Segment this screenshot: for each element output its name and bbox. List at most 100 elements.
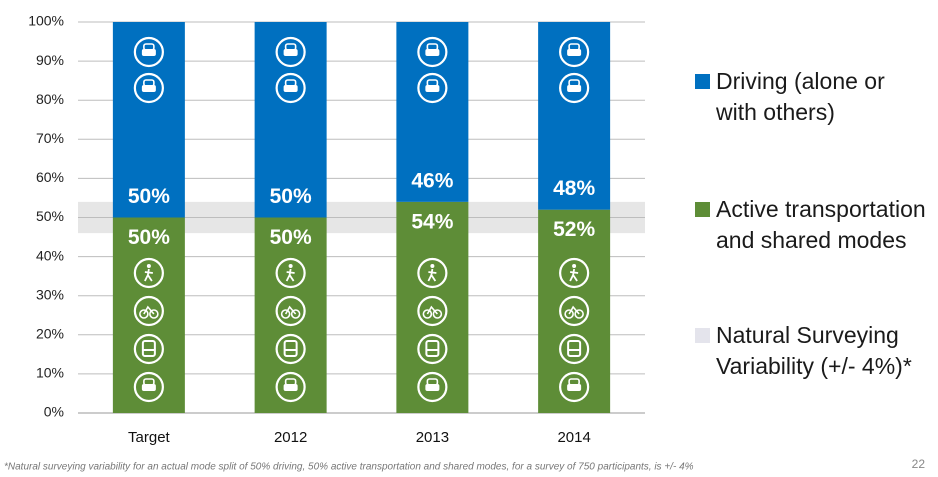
- legend-swatch: [695, 202, 710, 217]
- icon-shape: [567, 340, 582, 357]
- legend-label: Driving (alone or with others): [716, 68, 885, 125]
- icon-shape: [149, 309, 159, 319]
- data-label: 50%: [128, 185, 170, 208]
- mode-icon: [417, 371, 448, 403]
- icon-ring: [133, 72, 164, 104]
- icon-shape: [143, 79, 155, 87]
- legend-item: Active transportation and shared modes: [695, 194, 935, 256]
- data-label: 52%: [553, 218, 595, 241]
- icon-shape: [146, 264, 151, 268]
- icon-shape: [143, 43, 155, 51]
- icon-ring: [275, 333, 306, 365]
- icon-shape: [568, 43, 580, 51]
- icon-shape: [564, 309, 574, 319]
- mode-icon: [417, 36, 448, 68]
- icon-shape: [290, 309, 301, 319]
- icon-ring: [133, 257, 164, 289]
- icon-ring: [417, 295, 448, 327]
- bar-segment: [112, 217, 185, 413]
- icon-ring: [275, 371, 306, 403]
- mode-icon: [133, 36, 164, 68]
- icon-shape: [426, 43, 439, 51]
- bar-segment: [254, 217, 327, 413]
- mode-icon: [559, 295, 590, 327]
- footnote: *Natural surveying variability for an ac…: [4, 462, 694, 473]
- icon-shape: [427, 268, 437, 282]
- data-label: 50%: [270, 185, 312, 208]
- icon-shape: [569, 268, 579, 282]
- icon-ring: [559, 333, 590, 365]
- icon-shape: [143, 378, 155, 386]
- icon-ring: [275, 295, 306, 327]
- legend-label: Active transportation and shared modes: [716, 196, 926, 253]
- icon-ring: [417, 371, 448, 403]
- icon-shape: [144, 268, 153, 282]
- mode-icon: [275, 36, 306, 68]
- icon-shape: [426, 378, 439, 386]
- icon-ring: [559, 295, 590, 327]
- y-tick-label: 40%: [36, 247, 64, 263]
- y-tick-label: 20%: [36, 326, 64, 342]
- icon-shape: [143, 305, 155, 315]
- icon-shape: [426, 79, 439, 87]
- icon-ring: [133, 36, 164, 68]
- x-tick-label: Target: [128, 429, 171, 446]
- mode-icon: [133, 295, 164, 327]
- icon-shape: [283, 340, 298, 357]
- x-tick-label: 2014: [557, 429, 590, 446]
- mode-icon: [133, 257, 164, 289]
- mode-icon: [275, 257, 306, 289]
- mode-icon: [275, 295, 306, 327]
- icon-shape: [568, 305, 580, 315]
- icon-ring: [417, 257, 448, 289]
- icon-shape: [432, 309, 443, 319]
- y-tick-label: 80%: [36, 91, 64, 107]
- x-tick-label: 2013: [416, 429, 449, 446]
- icon-ring: [559, 36, 590, 68]
- mode-icon: [417, 72, 448, 104]
- y-tick-label: 90%: [36, 52, 64, 68]
- icon-ring: [133, 333, 164, 365]
- icon-shape: [284, 79, 297, 87]
- mode-icon: [559, 371, 590, 403]
- y-tick-label: 30%: [36, 286, 64, 302]
- y-tick-label: 10%: [36, 365, 64, 381]
- mode-icon: [275, 371, 306, 403]
- icon-ring: [275, 257, 306, 289]
- mode-icon: [275, 72, 306, 104]
- icon-ring: [417, 72, 448, 104]
- mode-icon: [559, 333, 590, 365]
- icon-shape: [426, 305, 438, 315]
- mode-icon: [275, 333, 306, 365]
- icon-shape: [568, 378, 580, 386]
- data-label: 46%: [411, 169, 453, 192]
- legend-swatch: [695, 74, 710, 89]
- icon-shape: [288, 264, 293, 268]
- icon-shape: [280, 309, 291, 319]
- mode-icon: [133, 72, 164, 104]
- mode-icon: [133, 371, 164, 403]
- icon-shape: [430, 264, 435, 268]
- icon-shape: [284, 378, 297, 386]
- icon-shape: [139, 309, 149, 319]
- mode-icon: [417, 333, 448, 365]
- mode-icon: [417, 257, 448, 289]
- icon-ring: [133, 371, 164, 403]
- mode-icon: [133, 333, 164, 365]
- data-label: 48%: [553, 177, 595, 200]
- data-label: 50%: [128, 226, 170, 249]
- legend-item: Driving (alone or with others): [695, 66, 935, 128]
- icon-shape: [141, 340, 156, 357]
- icon-ring: [275, 36, 306, 68]
- icon-ring: [417, 333, 448, 365]
- icon-ring: [133, 295, 164, 327]
- icon-shape: [284, 43, 297, 51]
- data-label: 50%: [270, 226, 312, 249]
- x-tick-label: 2012: [274, 429, 307, 446]
- icon-shape: [568, 79, 580, 87]
- y-tick-label: 60%: [36, 169, 64, 185]
- y-tick-label: 70%: [36, 130, 64, 146]
- icon-shape: [285, 268, 295, 282]
